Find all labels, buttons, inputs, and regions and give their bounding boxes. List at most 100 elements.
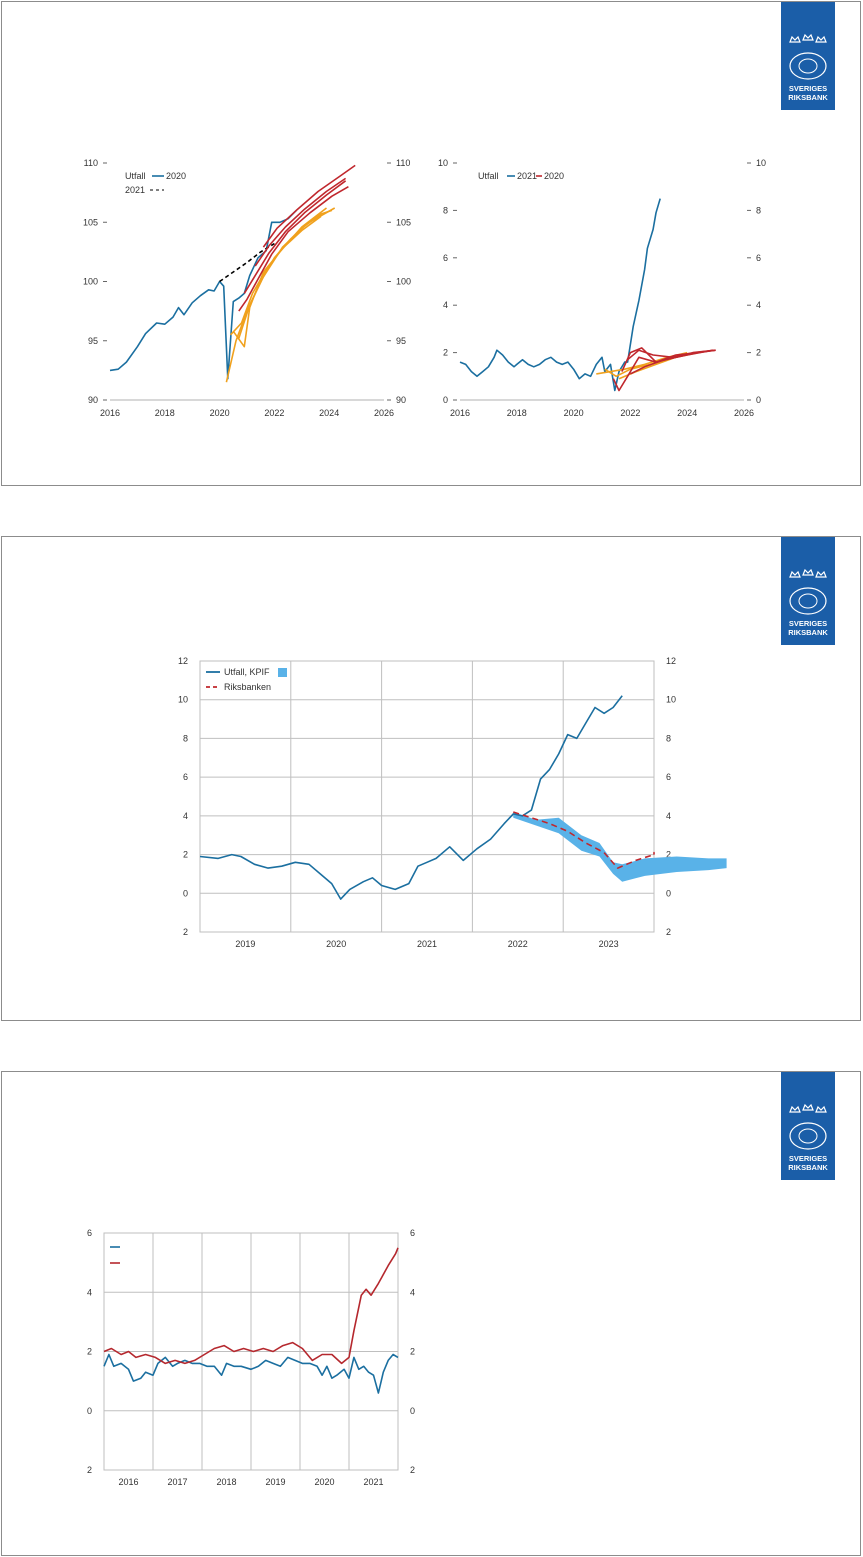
chart-inflation-comparison: 6 6 4 4 2 2 0 0 2 2 2016 2017 2018 2019 2020 2021 (87, 1228, 415, 1487)
chart-gdp: 90 90 95 95 100 100 105 105 110 110 2016 2018 2020 20… (83, 158, 411, 418)
legend-swatch-band (278, 668, 287, 677)
y-tick-label-right: 8 (666, 733, 671, 743)
series-line-1 (219, 242, 275, 283)
legend-label-riksbank: Riksbanken (224, 682, 271, 692)
crest-inner-icon (798, 58, 818, 74)
x-tick-label: 2022 (264, 408, 284, 418)
crown-icon (789, 1105, 801, 1113)
series-line-8 (254, 177, 347, 267)
crown-icon (815, 35, 827, 43)
x-tick-label: 2019 (265, 1477, 285, 1487)
y-tick-label-left: 90 (88, 395, 98, 405)
legend-label-outcome: Utfall, KPIF (224, 667, 270, 677)
crown-icon (802, 1103, 814, 1111)
y-tick-label-left: 4 (87, 1287, 92, 1297)
y-tick-label-left: 6 (443, 253, 448, 263)
series-line-1 (103, 1247, 399, 1365)
legend-label-outcome: Utfall (125, 171, 146, 181)
y-tick-label-right: 2 (410, 1347, 415, 1357)
logo-text-line2: RIKSBANK (788, 1163, 828, 1172)
logo-text-line1: SVERIGES (789, 619, 827, 628)
y-tick-label-right: 105 (396, 217, 411, 227)
y-tick-label-right: 95 (396, 336, 406, 346)
series-line-9 (262, 164, 356, 248)
y-tick-label-left: 6 (87, 1228, 92, 1238)
x-tick-label: 2022 (620, 408, 640, 418)
y-tick-label-left: 2 (87, 1347, 92, 1357)
y-tick-label-right: 10 (666, 695, 676, 705)
legend-label-2020: 2020 (166, 171, 186, 181)
series-line-0 (459, 198, 661, 392)
x-tick-label: 2020 (210, 408, 230, 418)
y-tick-label-left: 105 (83, 217, 98, 227)
plot-frame (199, 660, 655, 933)
series-line-0 (103, 1353, 399, 1394)
logo-text-line1: SVERIGES (789, 1154, 827, 1163)
y-tick-label-right: 110 (396, 158, 410, 168)
crown-icon (789, 570, 801, 578)
crown-icon (802, 33, 814, 41)
y-tick-label-right: 2 (756, 348, 761, 358)
series-line-0 (199, 695, 623, 900)
crest-inner-icon (798, 593, 818, 609)
y-tick-label-left: 2 (443, 348, 448, 358)
legend-label-2021: 2021 (125, 185, 145, 195)
y-tick-label-right: 12 (666, 656, 676, 666)
y-tick-label-left: 0 (183, 888, 188, 898)
y-tick-label-left: 2 (183, 850, 188, 860)
y-tick-label-right: 6 (666, 772, 671, 782)
crest-icon (789, 1122, 827, 1150)
logo-text-line2: RIKSBANK (788, 93, 828, 102)
crown-icon (802, 568, 814, 576)
x-tick-label: 2017 (167, 1477, 187, 1487)
x-tick-label: 2019 (235, 939, 255, 949)
crown-icon (815, 570, 827, 578)
y-tick-label-right: 0 (756, 395, 761, 405)
series-line-6 (627, 349, 716, 361)
chart-kpif-forecast: 12 12 10 10 8 8 6 6 4 4 2 2 0 0 2 2 2019 2020 2021 2022 2023… (178, 656, 727, 949)
riksbank-logo: SVERIGES RIKSBANK (781, 2, 835, 110)
legend-label-outcome: Utfall (478, 171, 499, 181)
x-tick-label: 2021 (363, 1477, 383, 1487)
uncertainty-band (513, 812, 727, 882)
series-line-6 (238, 186, 349, 312)
y-tick-label-right: 4 (410, 1287, 415, 1297)
legend-label-2021: 2021 (517, 171, 537, 181)
x-tick-label: 2016 (100, 408, 120, 418)
crest-inner-icon (798, 1128, 818, 1144)
crown-icon (815, 1105, 827, 1113)
x-tick-label: 2018 (507, 408, 527, 418)
y-tick-label-right: 2 (410, 1465, 415, 1475)
y-tick-label-right: 8 (756, 205, 761, 215)
slide-1: SVERIGES RIKSBANK 90 90 95 95 100 100 105 105 110… (1, 1, 861, 486)
x-tick-label: 2021 (417, 939, 437, 949)
slide-2: SVERIGES RIKSBANK 12 12 10 10 8 8 6 6 4 4 2 2 0 0 2 2 201… (1, 536, 861, 1021)
x-tick-label: 2026 (374, 408, 394, 418)
x-tick-label: 2024 (677, 408, 697, 418)
x-tick-label: 2023 (599, 939, 619, 949)
y-tick-label-left: 100 (83, 277, 98, 287)
y-tick-label-left: 12 (178, 656, 188, 666)
y-tick-label-right: 2 (666, 927, 671, 937)
riksbank-logo: SVERIGES RIKSBANK (781, 537, 835, 645)
series-line-4 (232, 207, 327, 348)
y-tick-label-left: 2 (87, 1465, 92, 1475)
y-tick-label-right: 0 (666, 888, 671, 898)
y-tick-label-right: 2 (666, 850, 671, 860)
x-tick-label: 2020 (564, 408, 584, 418)
y-tick-label-left: 0 (87, 1406, 92, 1416)
y-tick-label-right: 10 (756, 158, 766, 168)
legend-label-2020: 2020 (544, 171, 564, 181)
x-tick-label: 2018 (216, 1477, 236, 1487)
crown-icon (789, 35, 801, 43)
y-tick-label-left: 8 (183, 733, 188, 743)
y-tick-label-left: 0 (443, 395, 448, 405)
series-line-1 (513, 811, 655, 869)
x-tick-label: 2016 (450, 408, 470, 418)
x-tick-label: 2026 (734, 408, 754, 418)
y-tick-label-left: 10 (438, 158, 448, 168)
y-tick-label-right: 0 (410, 1406, 415, 1416)
y-tick-label-left: 95 (88, 336, 98, 346)
y-tick-label-left: 4 (443, 300, 448, 310)
series-line-5 (238, 207, 336, 339)
